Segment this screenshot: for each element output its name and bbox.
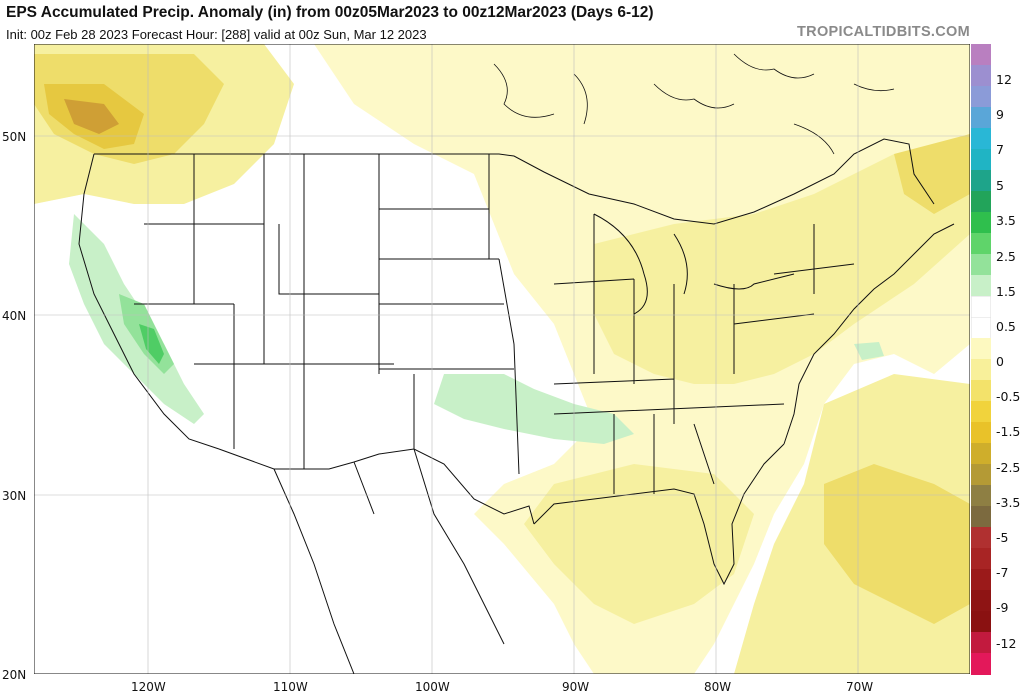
colorbar-label: -7 bbox=[996, 565, 1009, 580]
colorbar-segment bbox=[971, 149, 991, 171]
precip-anomaly-map bbox=[34, 44, 970, 674]
colorbar-segment bbox=[971, 170, 991, 192]
state-lines-central bbox=[379, 154, 520, 475]
colorbar-segment bbox=[971, 653, 991, 675]
lat-label-20n: 20N bbox=[2, 668, 27, 682]
colorbar-segment bbox=[971, 527, 991, 549]
lat-label-50n: 50N bbox=[2, 130, 27, 144]
dry-area-great-lakes bbox=[594, 154, 970, 384]
graticule bbox=[34, 44, 970, 674]
wet-area-sierra-core bbox=[139, 324, 164, 364]
colorbar-segment bbox=[971, 548, 991, 570]
lon-label-70w: 70W bbox=[846, 680, 874, 694]
colorbar-segment bbox=[971, 611, 991, 633]
colorbar-segment bbox=[971, 380, 991, 402]
colorbar-label: -1.5 bbox=[996, 424, 1021, 439]
colorbar-segment bbox=[971, 506, 991, 528]
colorbar-label: -3.5 bbox=[996, 495, 1021, 510]
colorbar-label: 9 bbox=[996, 107, 1004, 122]
colorbar-segment bbox=[971, 632, 991, 654]
brand-watermark: TROPICALTIDBITS.COM bbox=[797, 24, 970, 40]
lon-label-120w: 120W bbox=[131, 680, 166, 694]
dry-anomaly-areas bbox=[34, 44, 970, 674]
wet-anomaly-areas bbox=[69, 214, 884, 444]
colorbar-segment bbox=[971, 65, 991, 87]
great-lakes-outline bbox=[593, 213, 795, 315]
colorbar-segment bbox=[971, 401, 991, 423]
canada-coast-fragments bbox=[493, 53, 895, 155]
colorbar-segment bbox=[971, 86, 991, 108]
political-borders bbox=[78, 138, 955, 674]
colorbar-segment bbox=[971, 233, 991, 255]
east-coast bbox=[783, 223, 955, 445]
colorbar-segment bbox=[971, 485, 991, 507]
colorbar-segment bbox=[971, 569, 991, 591]
header: EPS Accumulated Precip. Anomaly (in) fro… bbox=[0, 0, 1024, 46]
colorbar-label: 2.5 bbox=[996, 249, 1016, 264]
dry-area-atlantic-dark bbox=[824, 464, 970, 624]
map-canvas bbox=[34, 44, 970, 674]
colorbar-label: 1.5 bbox=[996, 284, 1016, 299]
colorbar-segment bbox=[971, 191, 991, 213]
dry-area-gulf bbox=[524, 464, 754, 624]
map-title: EPS Accumulated Precip. Anomaly (in) fro… bbox=[6, 4, 654, 21]
lat-label-30n: 30N bbox=[2, 489, 27, 503]
colorbar-segment bbox=[971, 128, 991, 150]
colorbar-segment bbox=[971, 338, 991, 360]
colorbar-label: -12 bbox=[996, 636, 1017, 651]
colorbar-label: -2.5 bbox=[996, 460, 1021, 475]
wet-area-atlantic-spot bbox=[854, 342, 884, 360]
colorbar-label: -5 bbox=[996, 530, 1009, 545]
colorbar-label: 7 bbox=[996, 142, 1004, 157]
colorbar-segment bbox=[971, 212, 991, 234]
colorbar-label: 5 bbox=[996, 178, 1004, 193]
lat-label-40n: 40N bbox=[2, 309, 27, 323]
colorbar-label: 12 bbox=[996, 72, 1012, 87]
us-west-coast bbox=[78, 153, 220, 450]
colorbar-label: 3.5 bbox=[996, 213, 1016, 228]
mexico-lines bbox=[273, 448, 505, 674]
wet-area-southern-plains bbox=[434, 374, 634, 444]
colorbar-segment bbox=[971, 359, 991, 381]
colorbar-label: -0.5 bbox=[996, 389, 1021, 404]
colorbar-segment bbox=[971, 317, 991, 339]
colorbar-segment bbox=[971, 464, 991, 486]
colorbar-segment bbox=[971, 296, 991, 318]
colorbar-segment bbox=[971, 275, 991, 297]
colorbar-segment bbox=[971, 254, 991, 276]
colorbar-label: 0 bbox=[996, 354, 1004, 369]
us-canada-border bbox=[94, 138, 935, 225]
lon-label-80w: 80W bbox=[704, 680, 732, 694]
colorbar-segment bbox=[971, 422, 991, 444]
colorbar-label: -9 bbox=[996, 600, 1009, 615]
map-subtitle: Init: 00z Feb 28 2023 Forecast Hour: [28… bbox=[6, 27, 427, 42]
lon-label-110w: 110W bbox=[273, 680, 308, 694]
state-lines-west bbox=[134, 154, 394, 469]
state-lines-east bbox=[553, 214, 855, 494]
colorbar-segment bbox=[971, 443, 991, 465]
dry-area-northeast-canada bbox=[894, 134, 970, 214]
lon-label-90w: 90W bbox=[562, 680, 590, 694]
lon-label-100w: 100W bbox=[415, 680, 450, 694]
gulf-coast bbox=[533, 443, 785, 586]
colorbar-segment bbox=[971, 590, 991, 612]
dry-area-bc-brown bbox=[64, 99, 119, 134]
colorbar-segment bbox=[971, 107, 991, 129]
colorbar bbox=[971, 44, 991, 675]
colorbar-segment bbox=[971, 44, 991, 66]
colorbar-label: 0.5 bbox=[996, 319, 1016, 334]
